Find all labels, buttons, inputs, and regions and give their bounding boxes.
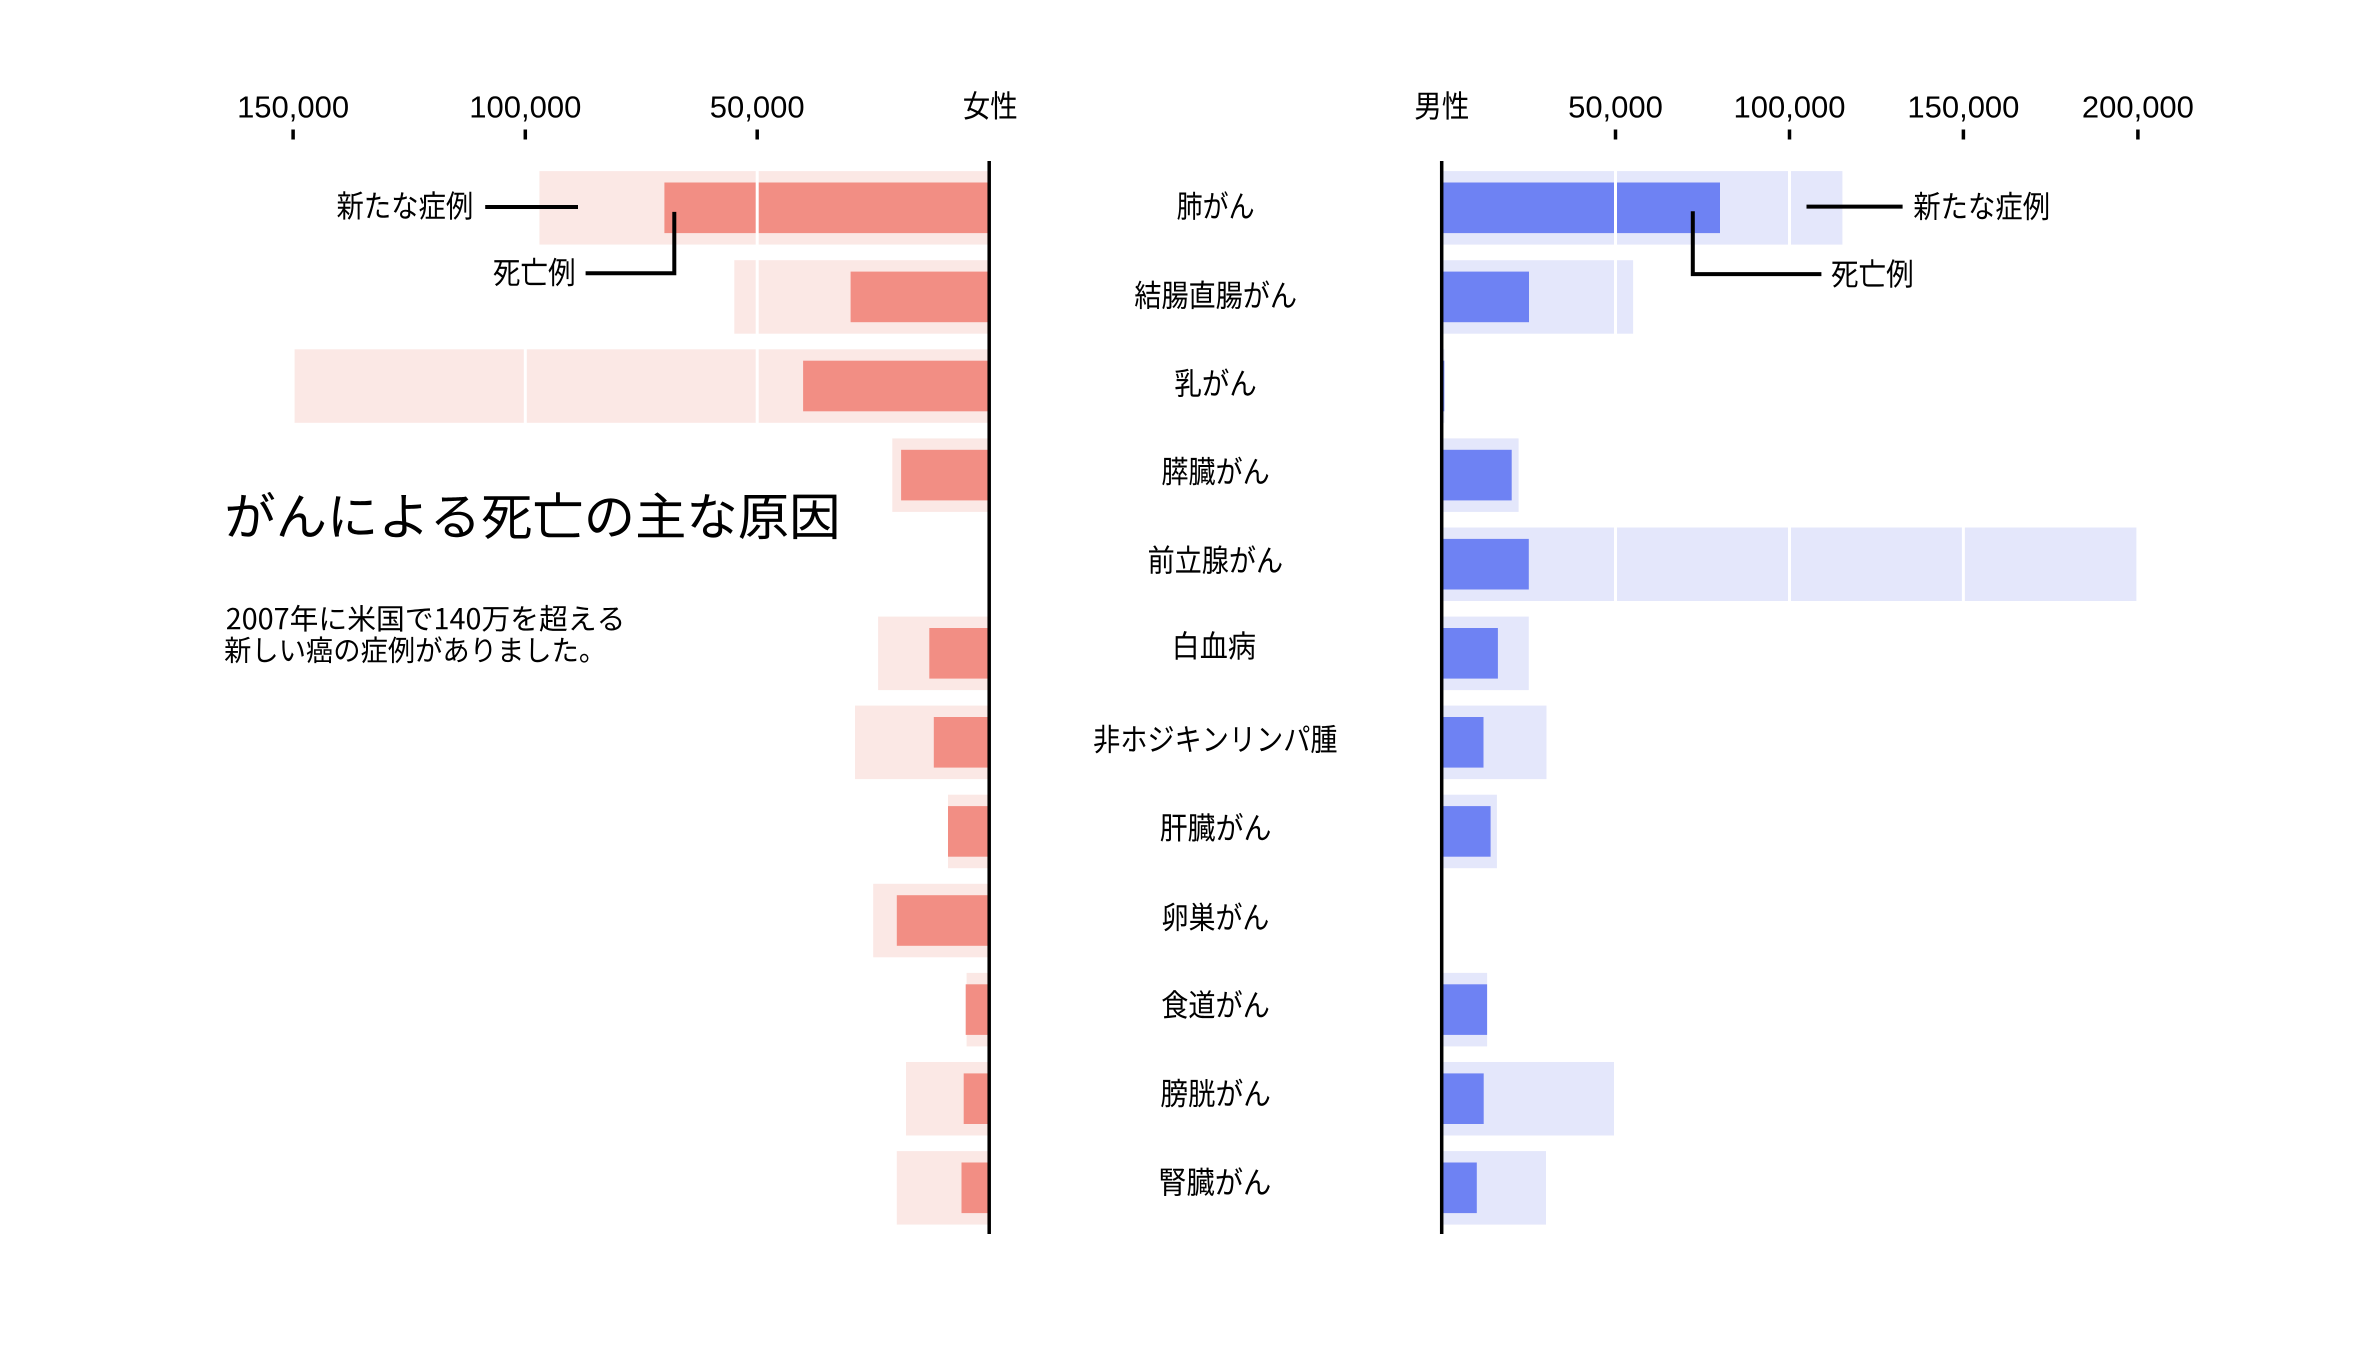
svg-text:100,000: 100,000 [1733, 90, 1845, 125]
svg-text:50,000: 50,000 [1568, 90, 1663, 125]
svg-text:100,000: 100,000 [469, 90, 581, 125]
svg-text:150,000: 150,000 [237, 90, 349, 125]
svg-text:50,000: 50,000 [710, 90, 805, 125]
svg-text:150,000: 150,000 [1907, 90, 2019, 125]
svg-text:200,000: 200,000 [2082, 90, 2194, 125]
